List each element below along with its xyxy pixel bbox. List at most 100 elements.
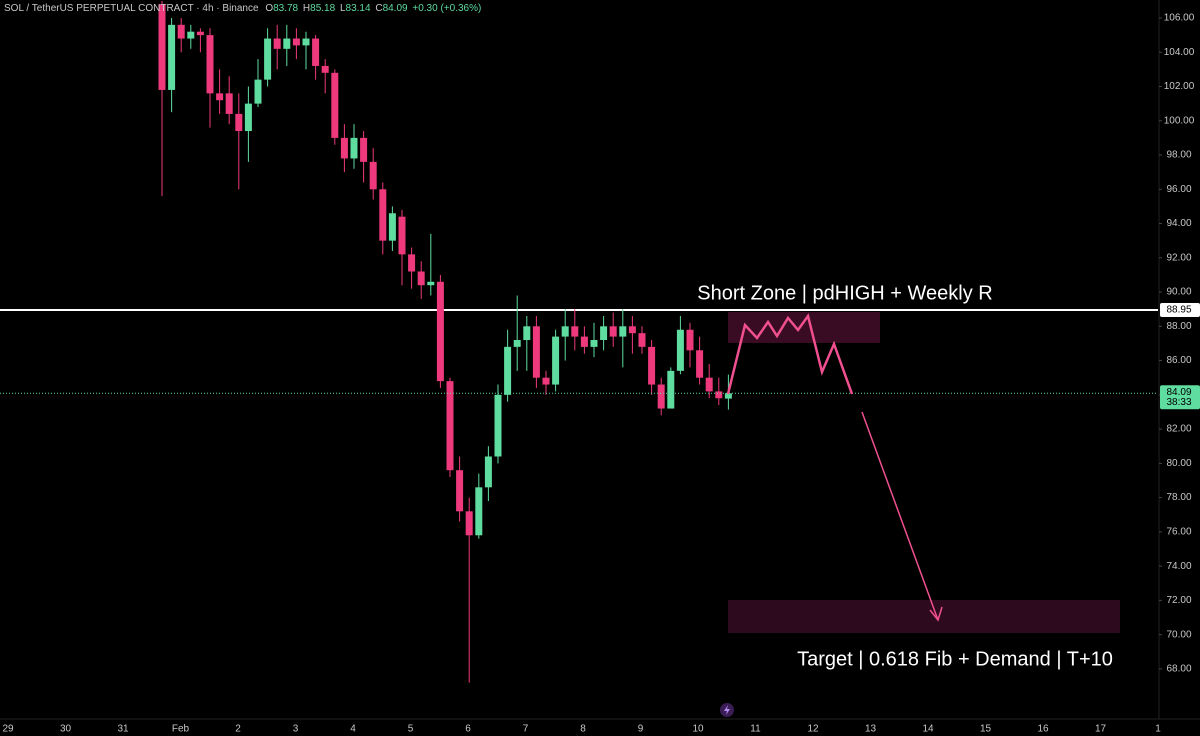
candle-body <box>196 31 204 36</box>
x-tick-label: 6 <box>465 724 471 735</box>
candle-body <box>206 35 214 94</box>
x-tick-label: 8 <box>580 724 586 735</box>
x-tick-label: 17 <box>1095 724 1107 735</box>
candle-body <box>484 456 492 488</box>
candle-body <box>475 487 483 536</box>
o-prefix: O <box>265 3 273 14</box>
close-value: 84.09 <box>383 3 408 14</box>
candle-body <box>216 93 224 101</box>
x-tick-label: 15 <box>980 724 992 735</box>
candle-body <box>168 24 176 90</box>
arrow-head <box>929 606 943 622</box>
x-tick-label: 30 <box>60 724 72 735</box>
candle-body <box>676 329 684 371</box>
candle-body <box>312 38 320 66</box>
candle-body <box>417 271 425 286</box>
candle-body <box>542 377 550 385</box>
x-tick-label: 10 <box>692 724 704 735</box>
candle-body <box>331 72 339 138</box>
x-tick-label: 12 <box>807 724 819 735</box>
x-tick-label: 3 <box>293 724 299 735</box>
candle-body <box>657 384 665 409</box>
candle-body <box>427 281 435 286</box>
y-tick-label: 88.00 <box>1166 321 1191 332</box>
level-tag <box>1160 303 1200 318</box>
x-tick-label: 29 <box>2 724 14 735</box>
x-tick-label: 16 <box>1037 724 1049 735</box>
candle-body <box>408 254 416 272</box>
candle-body <box>379 189 387 241</box>
candle-body <box>350 137 358 159</box>
candle-body <box>177 24 185 39</box>
candle-body <box>388 213 396 241</box>
y-tick-label: 90.00 <box>1166 287 1191 298</box>
y-tick-label: 104.00 <box>1164 47 1195 58</box>
y-tick-label: 70.00 <box>1166 629 1191 640</box>
low-value: 83.14 <box>346 3 371 14</box>
x-tick-label: Feb <box>172 724 190 735</box>
x-tick-label: 11 <box>750 724 761 735</box>
y-tick-label: 92.00 <box>1166 252 1191 263</box>
candle-body <box>244 103 252 132</box>
x-tick-label: 14 <box>922 724 934 735</box>
candle-body <box>590 340 598 347</box>
candle-body <box>283 38 291 49</box>
y-tick-label: 80.00 <box>1166 458 1191 469</box>
candle-body <box>465 511 473 536</box>
candle-body <box>321 65 329 73</box>
candle-body <box>187 31 195 39</box>
c-prefix: C <box>375 3 382 14</box>
x-tick-label: 31 <box>117 724 129 735</box>
x-tick-label: 2 <box>235 724 241 735</box>
candle-body <box>398 216 406 255</box>
short-zone-label: Short Zone | pdHIGH + Weekly R <box>697 282 993 304</box>
short-zone-box <box>728 312 880 343</box>
candle-body <box>724 393 732 399</box>
header: SOL / TetherUS PERPETUAL CONTRACT · 4h ·… <box>4 3 481 14</box>
candle-body <box>705 377 713 392</box>
y-tick-label: 96.00 <box>1166 184 1191 195</box>
candle-body <box>638 333 646 347</box>
y-tick-label: 98.00 <box>1166 150 1191 161</box>
candle-body <box>254 79 262 104</box>
open-value: 83.78 <box>273 3 298 14</box>
candle-body <box>225 93 233 114</box>
candle-body <box>235 113 243 132</box>
candle-body <box>619 326 627 337</box>
candle-body <box>158 4 166 90</box>
candle-body <box>523 326 531 341</box>
y-tick-label: 102.00 <box>1164 81 1195 92</box>
candle-body <box>273 38 281 49</box>
x-tick-label: 7 <box>523 724 529 735</box>
y-tick-label: 72.00 <box>1166 595 1191 606</box>
candle-body <box>532 326 540 378</box>
target-arrow <box>861 411 939 621</box>
candle-body <box>446 381 454 471</box>
countdown: 38:33 <box>1166 397 1191 408</box>
y-tick-label: 106.00 <box>1164 13 1195 24</box>
x-tick-label: 13 <box>865 724 877 735</box>
candle-body <box>561 326 569 337</box>
last-price-label: 84.09 <box>1166 387 1191 398</box>
change: +0.30 (+0.36%) <box>412 3 481 14</box>
candle-body <box>648 346 656 385</box>
candle-body <box>264 38 272 80</box>
candle-body <box>340 137 348 159</box>
y-tick-label: 74.00 <box>1166 561 1191 572</box>
candle-body <box>609 326 617 337</box>
candle-body <box>571 326 579 337</box>
last-price-tag <box>1160 385 1200 410</box>
candle-body <box>513 340 521 347</box>
candle-body <box>494 394 502 457</box>
candle-body <box>360 137 368 162</box>
x-tick-label: 5 <box>408 724 414 735</box>
target-label: Target | 0.618 Fib + Demand | T+10 <box>797 648 1113 670</box>
y-tick-label: 94.00 <box>1166 218 1191 229</box>
candle-body <box>628 326 636 334</box>
candle-body <box>292 38 300 46</box>
candle-body <box>369 161 377 190</box>
candle-body <box>580 336 588 347</box>
y-tick-label: 82.00 <box>1166 424 1191 435</box>
